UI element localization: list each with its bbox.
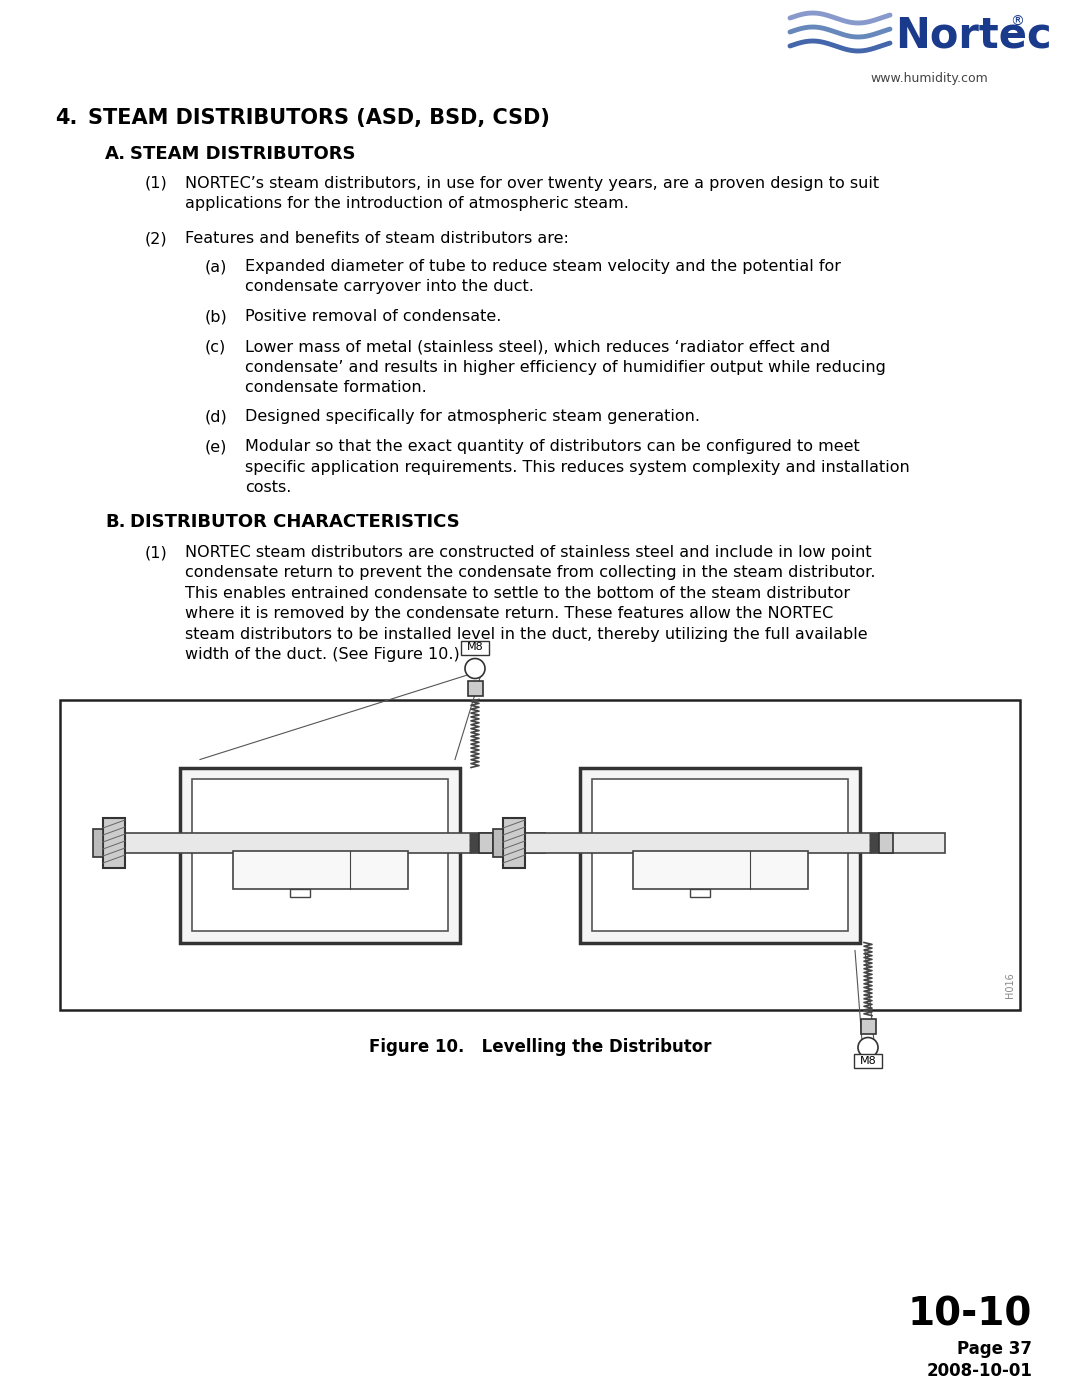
Text: (e): (e) [205, 440, 228, 454]
Bar [690, 888, 710, 897]
Text: STEAM DISTRIBUTORS: STEAM DISTRIBUTORS [130, 145, 355, 163]
Text: STEAM DISTRIBUTORS (ASD, BSD, CSD): STEAM DISTRIBUTORS (ASD, BSD, CSD) [87, 108, 550, 129]
Text: NORTEC steam distributors are constructed of stainless steel and include in low : NORTEC steam distributors are constructe… [185, 545, 876, 662]
Bar [580, 767, 860, 943]
Bar [232, 851, 407, 888]
Bar [633, 851, 808, 888]
Bar [192, 780, 448, 930]
Text: Page 37: Page 37 [957, 1340, 1032, 1358]
Bar [60, 700, 1020, 1010]
Bar [461, 640, 489, 655]
Text: 4.: 4. [55, 108, 78, 129]
Text: (1): (1) [145, 176, 167, 191]
Text: (1): (1) [145, 545, 167, 560]
Bar [480, 833, 492, 854]
Text: (c): (c) [205, 339, 226, 355]
Text: (d): (d) [205, 409, 228, 425]
Text: NORTEC’s steam distributors, in use for over twenty years, are a proven design t: NORTEC’s steam distributors, in use for … [185, 176, 879, 211]
Bar [103, 819, 125, 868]
Text: DISTRIBUTOR CHARACTERISTICS: DISTRIBUTOR CHARACTERISTICS [130, 513, 460, 531]
Circle shape [465, 658, 485, 679]
Text: ®: ® [1010, 15, 1024, 29]
Text: Modular so that the exact quantity of distributors can be configured to meet
spe: Modular so that the exact quantity of di… [245, 440, 909, 496]
Text: 10-10: 10-10 [907, 1295, 1032, 1333]
Bar [854, 1053, 882, 1067]
Text: www.humidity.com: www.humidity.com [870, 73, 988, 85]
Text: (2): (2) [145, 231, 167, 246]
Text: Positive removal of condensate.: Positive removal of condensate. [245, 309, 501, 324]
Circle shape [858, 1038, 878, 1058]
Bar [291, 888, 310, 897]
Bar [93, 828, 103, 856]
Text: A.: A. [105, 145, 126, 163]
Bar [879, 833, 893, 854]
Bar [468, 680, 483, 696]
Bar [525, 833, 945, 854]
Text: M8: M8 [860, 1056, 876, 1066]
Bar [503, 819, 525, 868]
Text: 2008-10-01: 2008-10-01 [927, 1362, 1032, 1380]
Text: B.: B. [105, 513, 125, 531]
Text: H016: H016 [1005, 972, 1015, 997]
Text: Lower mass of metal (stainless steel), which reduces ‘radiator effect and
conden: Lower mass of metal (stainless steel), w… [245, 339, 886, 395]
Bar [180, 767, 460, 943]
Text: M8: M8 [467, 643, 484, 652]
Text: Expanded diameter of tube to reduce steam velocity and the potential for
condens: Expanded diameter of tube to reduce stea… [245, 258, 841, 295]
Text: Figure 10.   Levelling the Distributor: Figure 10. Levelling the Distributor [368, 1038, 712, 1056]
Text: Features and benefits of steam distributors are:: Features and benefits of steam distribut… [185, 231, 569, 246]
Text: Designed specifically for atmospheric steam generation.: Designed specifically for atmospheric st… [245, 409, 700, 425]
Text: (b): (b) [205, 309, 228, 324]
Bar [861, 1018, 876, 1034]
Bar [592, 780, 848, 930]
Bar [492, 828, 503, 856]
Bar [125, 833, 545, 854]
Text: Nortec: Nortec [895, 15, 1052, 57]
Text: (a): (a) [205, 258, 228, 274]
